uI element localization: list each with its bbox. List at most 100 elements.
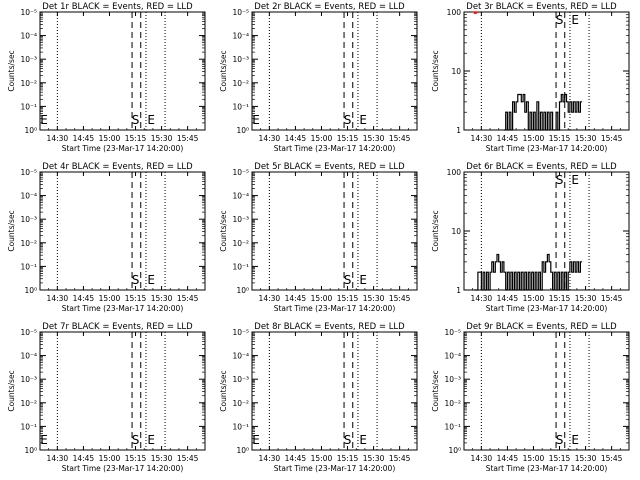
- x-axis-label: Start Time (23-Mar-17 14:20:00): [486, 464, 608, 473]
- y-tick-label: 10⁻³: [20, 375, 37, 384]
- y-tick-label: 10⁻³: [444, 375, 461, 384]
- detector-panel-6: Det 6r BLACK = Events, RED = LLD 1 10 100 14…: [431, 162, 630, 313]
- y-axis-label: Counts/sec: [431, 210, 440, 251]
- start-marker-label: S: [132, 273, 140, 287]
- y-tick-label: 10⁰: [24, 286, 37, 295]
- x-tick-label: 15:00: [311, 294, 333, 303]
- x-tick-label: 15:30: [151, 134, 173, 143]
- x-tick-label: 14:45: [497, 134, 519, 143]
- y-tick-label: 10⁻¹: [20, 422, 37, 431]
- x-tick-label: 15:15: [549, 294, 571, 303]
- y-tick-label: 10⁰: [448, 446, 461, 455]
- panel-title: Det 7r BLACK = Events, RED = LLD: [42, 322, 193, 332]
- panel-title: Det 9r BLACK = Events, RED = LLD: [466, 322, 617, 332]
- plot-frame: [39, 331, 206, 451]
- y-tick-label: 10⁻¹: [232, 102, 249, 111]
- x-tick-label: 15:45: [177, 454, 199, 463]
- detector-panel-8: Det 8r BLACK = Events, RED = LLD 10⁰ 10⁻¹ 1…: [219, 322, 418, 473]
- x-tick-label: 15:00: [99, 294, 121, 303]
- end-marker-label-left: E: [40, 433, 48, 447]
- panel-title: Det 5r BLACK = Events, RED = LLD: [254, 162, 405, 172]
- x-tick-label: 14:30: [471, 294, 493, 303]
- end-marker-label: E: [147, 273, 155, 287]
- x-tick-label: 15:30: [151, 294, 173, 303]
- panel-title: Det 4r BLACK = Events, RED = LLD: [42, 162, 193, 172]
- start-marker-label: S: [344, 273, 352, 287]
- y-tick-label: 10: [451, 67, 461, 76]
- x-tick-label: 15:30: [575, 134, 597, 143]
- detector-panel-1: Det 1r BLACK = Events, RED = LLD 10⁰ 10⁻¹ 1…: [7, 2, 206, 153]
- x-tick-label: 14:45: [285, 454, 307, 463]
- x-tick-label: 14:45: [73, 134, 95, 143]
- y-tick-label: 10⁻⁵: [20, 8, 37, 17]
- y-tick-label: 10⁻¹: [232, 422, 249, 431]
- x-axis-label: Start Time (23-Mar-17 14:20:00): [486, 144, 608, 153]
- start-marker-label: S: [556, 13, 564, 27]
- x-tick-label: 14:45: [497, 294, 519, 303]
- y-tick-label: 10⁻¹: [20, 262, 37, 271]
- end-marker-label: E: [359, 273, 367, 287]
- y-tick-label: 10⁻⁵: [444, 328, 461, 337]
- x-tick-label: 15:15: [125, 294, 147, 303]
- plot-frame: [39, 11, 206, 131]
- plot-frame: [251, 331, 418, 451]
- y-axis-label: Counts/sec: [431, 370, 440, 411]
- panel-title: Det 8r BLACK = Events, RED = LLD: [254, 322, 405, 332]
- detector-panel-7: Det 7r BLACK = Events, RED = LLD 10⁰ 10⁻¹ 1…: [7, 322, 206, 473]
- x-tick-label: 15:00: [99, 134, 121, 143]
- x-tick-label: 15:45: [601, 294, 623, 303]
- y-tick-label: 10⁻⁴: [232, 192, 249, 201]
- x-tick-label: 15:30: [363, 454, 385, 463]
- x-tick-label: 14:45: [285, 294, 307, 303]
- y-tick-label: 10⁻²: [444, 399, 461, 408]
- y-tick-label: 10⁻¹: [232, 262, 249, 271]
- y-tick-label: 10⁰: [236, 126, 249, 135]
- x-tick-label: 15:45: [601, 454, 623, 463]
- y-tick-label: 10⁻³: [20, 55, 37, 64]
- x-tick-label: 15:15: [337, 454, 359, 463]
- detector-panel-9: Det 9r BLACK = Events, RED = LLD 10⁰ 10⁻¹ 1…: [431, 322, 630, 473]
- x-tick-label: 15:30: [363, 294, 385, 303]
- end-marker-label: E: [571, 433, 579, 447]
- y-tick-label: 10⁻¹: [20, 102, 37, 111]
- plot-frame: [251, 171, 418, 291]
- end-marker-label: E: [359, 113, 367, 127]
- end-marker-label-left: E: [40, 113, 48, 127]
- end-marker-label: E: [571, 13, 579, 27]
- panel-title: Det 2r BLACK = Events, RED = LLD: [254, 2, 405, 12]
- y-tick-label: 10⁻⁵: [232, 8, 249, 17]
- y-tick-label: 10⁻²: [232, 399, 249, 408]
- x-tick-label: 15:00: [311, 134, 333, 143]
- end-marker-label: E: [359, 433, 367, 447]
- y-axis-label: Counts/sec: [7, 370, 16, 411]
- end-marker-label: E: [147, 433, 155, 447]
- x-axis-label: Start Time (23-Mar-17 14:20:00): [62, 464, 184, 473]
- y-tick-label: 100: [447, 8, 462, 17]
- x-tick-label: 14:30: [471, 134, 493, 143]
- x-tick-label: 15:30: [363, 134, 385, 143]
- y-tick-label: 10⁻²: [20, 79, 37, 88]
- y-tick-label: 10⁻³: [232, 55, 249, 64]
- x-tick-label: 15:15: [125, 454, 147, 463]
- y-tick-label: 10⁻⁴: [444, 352, 461, 361]
- x-tick-label: 15:30: [151, 454, 173, 463]
- x-tick-label: 14:30: [47, 454, 69, 463]
- y-tick-label: 10⁰: [24, 126, 37, 135]
- x-tick-label: 14:30: [47, 134, 69, 143]
- x-tick-label: 14:30: [259, 134, 281, 143]
- plot-frame: [251, 11, 418, 131]
- x-tick-label: 15:00: [99, 454, 121, 463]
- x-tick-label: 15:45: [177, 294, 199, 303]
- data-series-2: [472, 11, 479, 14]
- y-tick-label: 1: [456, 286, 461, 295]
- plot-frame: [39, 171, 206, 291]
- start-marker-label: S: [132, 433, 140, 447]
- x-axis-label: Start Time (23-Mar-17 14:20:00): [62, 304, 184, 313]
- panel-title: Det 1r BLACK = Events, RED = LLD: [42, 2, 193, 12]
- y-axis-label: Counts/sec: [7, 210, 16, 251]
- y-tick-label: 10⁻³: [232, 375, 249, 384]
- detector-panel-5: Det 5r BLACK = Events, RED = LLD 10⁰ 10⁻¹ 1…: [219, 162, 418, 313]
- x-axis-label: Start Time (23-Mar-17 14:20:00): [274, 304, 396, 313]
- x-tick-label: 14:30: [259, 454, 281, 463]
- x-tick-label: 15:45: [601, 134, 623, 143]
